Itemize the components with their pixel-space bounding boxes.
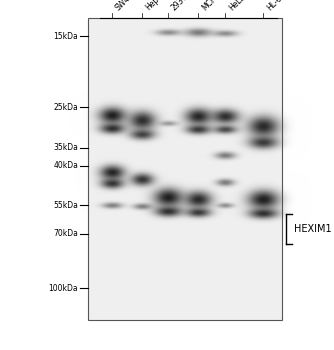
Bar — [88, 18, 282, 320]
Text: HeLa: HeLa — [227, 0, 247, 12]
Text: HL-60: HL-60 — [265, 0, 287, 12]
Text: 55kDa: 55kDa — [53, 201, 78, 210]
Text: MCF7: MCF7 — [200, 0, 221, 12]
Text: HepG2: HepG2 — [144, 0, 169, 12]
Text: 15kDa: 15kDa — [53, 32, 78, 41]
Text: 25kDa: 25kDa — [53, 103, 78, 112]
Text: 70kDa: 70kDa — [53, 230, 78, 238]
Text: 40kDa: 40kDa — [53, 161, 78, 170]
Text: SW480: SW480 — [114, 0, 139, 12]
Text: 35kDa: 35kDa — [53, 144, 78, 152]
Text: 100kDa: 100kDa — [48, 284, 78, 293]
Text: HEXIM1: HEXIM1 — [294, 224, 332, 234]
Text: 293T: 293T — [170, 0, 190, 12]
